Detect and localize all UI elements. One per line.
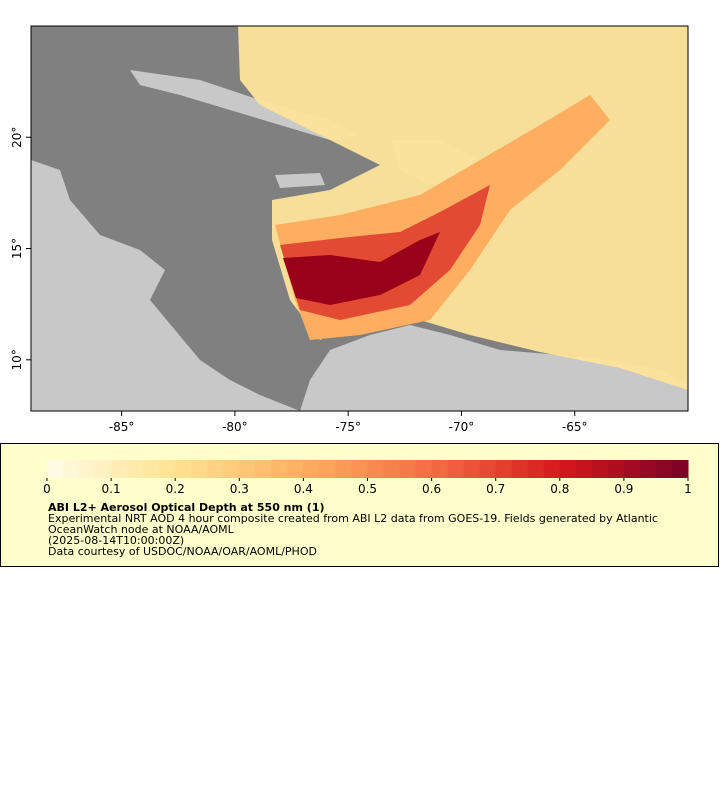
colorbar-swatch xyxy=(271,460,288,478)
colorbar-tick-label: 0.6 xyxy=(422,482,441,496)
colorbar-swatch xyxy=(239,460,256,478)
colorbar-tick-label: 0.8 xyxy=(550,482,569,496)
colorbar-swatch xyxy=(607,460,625,478)
colorbar-swatch xyxy=(495,460,513,478)
x-tick-label: -75° xyxy=(335,420,361,434)
colorbar-tick-label: 0.2 xyxy=(166,482,185,496)
colorbar-swatch xyxy=(671,460,689,478)
colorbar-swatch xyxy=(543,460,561,478)
land xyxy=(31,160,300,411)
colorbar-swatch xyxy=(159,460,176,478)
y-tick-label: 20° xyxy=(10,127,24,148)
colorbar-swatch xyxy=(511,460,529,478)
colorbar-swatch xyxy=(63,460,80,478)
legend-line: (2025-08-14T10:00:00Z) xyxy=(48,534,184,547)
colorbar-swatch xyxy=(463,460,481,478)
colorbar-swatch xyxy=(95,460,112,478)
colorbar-swatch xyxy=(367,460,385,478)
colorbar-swatch xyxy=(639,460,657,478)
land xyxy=(275,173,325,188)
y-tick-label: 10° xyxy=(10,349,24,370)
colorbar-swatch xyxy=(319,460,336,478)
colorbar-swatch xyxy=(479,460,497,478)
colorbar-tick-label: 0.3 xyxy=(230,482,249,496)
colorbar-swatch xyxy=(351,460,368,478)
colorbar-swatch xyxy=(223,460,240,478)
colorbar-tick-label: 0.9 xyxy=(614,482,633,496)
land xyxy=(300,325,688,411)
colorbar-swatch xyxy=(255,460,272,478)
colorbar-tick-label: 0.7 xyxy=(486,482,505,496)
colorbar-swatch xyxy=(111,460,128,478)
colorbar-swatch xyxy=(447,460,465,478)
colorbar-swatch xyxy=(399,460,417,478)
colorbar-swatch xyxy=(575,460,593,478)
colorbar-swatch xyxy=(655,460,673,478)
colorbar-tick-label: 0.1 xyxy=(102,482,121,496)
legend-line: OceanWatch node at NOAA/AOML xyxy=(48,523,235,536)
colorbar-swatch xyxy=(335,460,352,478)
legend-line: Data courtesy of USDOC/NOAA/OAR/AOML/PHO… xyxy=(48,545,317,558)
colorbar-swatch xyxy=(415,460,433,478)
axes: -85° -80° -75° -70° -65° 20° 15° 10° xyxy=(10,127,588,434)
colorbar-tick-label: 1 xyxy=(684,482,692,496)
x-tick-label: -70° xyxy=(449,420,475,434)
colorbar-swatch xyxy=(431,460,449,478)
colorbar-tick-label: 0.4 xyxy=(294,482,313,496)
colorbar-tick-label: 0.5 xyxy=(358,482,377,496)
haze-peak xyxy=(283,232,440,305)
colorbar-swatch xyxy=(559,460,577,478)
colorbar-swatch xyxy=(287,460,304,478)
colorbar-swatch xyxy=(143,460,160,478)
colorbar-swatch xyxy=(591,460,609,478)
x-tick-label: -85° xyxy=(109,420,135,434)
colorbar-swatch xyxy=(303,460,320,478)
y-tick-label: 15° xyxy=(10,238,24,259)
x-tick-label: -65° xyxy=(562,420,588,434)
legend-title: ABI L2+ Aerosol Optical Depth at 550 nm … xyxy=(48,501,325,514)
colorbar-swatch xyxy=(623,460,641,478)
legend-line: Experimental NRT AOD 4 hour composite cr… xyxy=(48,512,658,525)
colorbar-swatch xyxy=(191,460,208,478)
colorbar-tick-label: 0 xyxy=(43,482,51,496)
map xyxy=(31,26,688,411)
colorbar-swatch xyxy=(527,460,545,478)
colorbar-swatch xyxy=(175,460,192,478)
colorbar: 0 0.1 0.2 0.3 0.4 0.5 0.6 0.7 0.8 0.9 1 xyxy=(43,460,692,496)
colorbar-swatch xyxy=(79,460,96,478)
colorbar-swatch xyxy=(383,460,401,478)
colorbar-swatch xyxy=(47,460,64,478)
map-frame xyxy=(30,25,689,412)
x-tick-label: -80° xyxy=(222,420,248,434)
colorbar-swatch xyxy=(207,460,224,478)
colorbar-swatch xyxy=(127,460,144,478)
